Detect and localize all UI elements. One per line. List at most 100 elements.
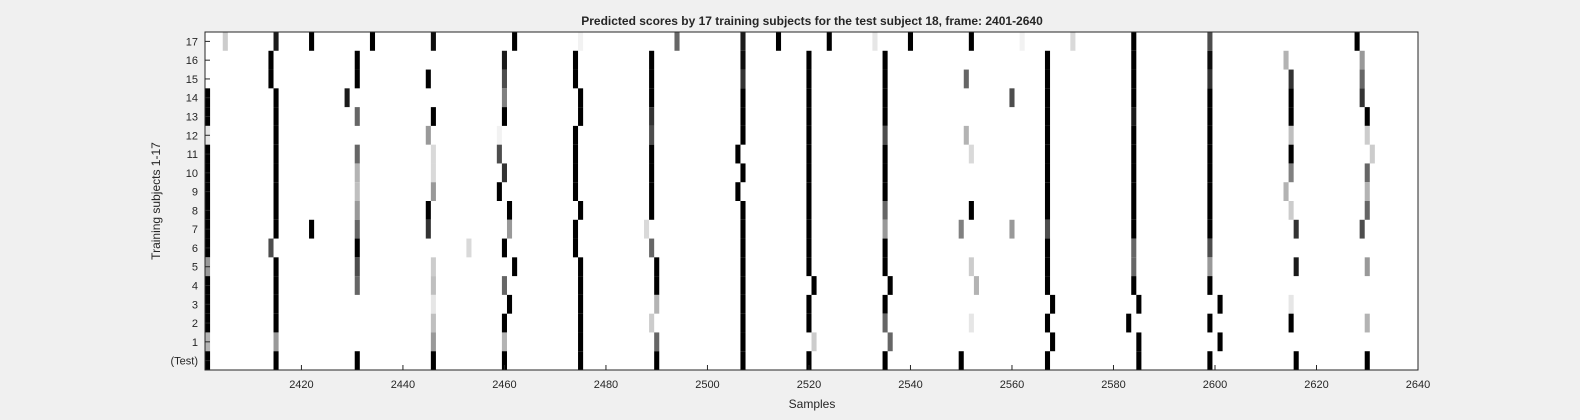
heatmap-cell — [354, 238, 360, 258]
y-tick-label: 14 — [186, 93, 198, 105]
heatmap-cell — [572, 219, 579, 239]
heatmap-cell — [775, 32, 782, 51]
heatmap-cell — [578, 276, 584, 295]
heatmap-cell — [654, 351, 660, 370]
heatmap-cell — [1359, 50, 1365, 70]
heatmap-cell — [572, 163, 579, 183]
heatmap-cell — [1131, 163, 1137, 183]
x-tick-label: 2640 — [1406, 379, 1430, 391]
heatmap-cell — [273, 144, 279, 164]
y-tick-label: 1 — [192, 337, 198, 349]
heatmap-cell — [882, 351, 888, 370]
heatmap-cell — [1207, 238, 1213, 258]
heatmap-cell — [354, 107, 360, 126]
heatmap-marks — [205, 32, 1375, 370]
heatmap-cell — [806, 125, 812, 145]
heatmap-cell — [273, 107, 279, 126]
heatmap-cell — [1044, 163, 1051, 183]
heatmap-cell — [501, 276, 507, 295]
heatmap-cell — [425, 219, 431, 239]
x-tick-label: 2540 — [898, 379, 922, 391]
heatmap-cell — [354, 257, 360, 277]
heatmap-cell — [578, 107, 584, 126]
heatmap-cell — [806, 69, 812, 89]
heatmap-cell — [512, 257, 518, 277]
heatmap-cell — [968, 313, 974, 333]
heatmap-cell — [273, 313, 279, 333]
heatmap-cell — [1044, 107, 1051, 126]
heatmap-cell — [354, 144, 360, 164]
heatmap-cell — [1009, 88, 1015, 108]
heatmap-cell — [1019, 32, 1025, 51]
heatmap-cell — [496, 125, 502, 145]
x-tick-label: 2500 — [695, 379, 719, 391]
heatmap-cell — [1044, 238, 1051, 258]
heatmap-cell — [1131, 107, 1137, 126]
heatmap-cell — [1131, 144, 1137, 164]
heatmap-cell — [273, 332, 279, 352]
heatmap-cell — [1131, 182, 1137, 201]
heatmap-cell — [740, 201, 746, 220]
heatmap-cell — [578, 351, 584, 370]
heatmap-cell — [882, 182, 888, 201]
y-tick-label: 4 — [192, 281, 198, 293]
heatmap-cell — [572, 238, 579, 258]
y-tick-label: 13 — [186, 112, 198, 124]
heatmap-cell — [501, 238, 507, 258]
heatmap-cell — [1364, 201, 1370, 220]
heatmap-cell — [907, 32, 914, 51]
heatmap-cell — [501, 50, 507, 70]
heatmap-cell — [882, 144, 888, 164]
heatmap-cell — [654, 332, 660, 352]
heatmap-cell — [1136, 351, 1142, 370]
heatmap-cell — [1288, 88, 1294, 108]
heatmap-cell — [506, 294, 513, 314]
heatmap-cell — [649, 313, 655, 333]
heatmap-cell — [963, 69, 969, 89]
heatmap-cell — [1050, 294, 1056, 314]
heatmap-cell — [501, 313, 507, 333]
heatmap-cell — [273, 88, 279, 108]
heatmap-cell — [806, 88, 812, 108]
heatmap-cell — [649, 88, 655, 108]
heatmap-cell — [1207, 351, 1213, 370]
heatmap-cell — [740, 125, 746, 145]
heatmap-cell — [958, 351, 964, 370]
heatmap-cell — [649, 50, 655, 70]
y-tick-label: 3 — [192, 299, 198, 311]
heatmap-cell — [735, 144, 741, 164]
heatmap-cell — [963, 125, 969, 145]
heatmap-cell — [578, 332, 584, 352]
x-tick-label: 2520 — [797, 379, 821, 391]
heatmap-cell — [882, 257, 888, 277]
heatmap-cell — [740, 32, 746, 51]
x-tick-label: 2420 — [289, 379, 313, 391]
heatmap-cell — [572, 182, 579, 201]
heatmap-cell — [273, 351, 279, 370]
heatmap-cell — [501, 163, 507, 183]
x-tick-label: 2620 — [1304, 379, 1328, 391]
heatmap-cell — [735, 182, 741, 201]
heatmap-cell — [501, 88, 507, 108]
heatmap-cell — [344, 88, 350, 108]
heatmap-cell — [309, 219, 315, 239]
heatmap-cell — [309, 32, 315, 51]
heatmap-cell — [882, 313, 888, 333]
heatmap-cell — [740, 238, 746, 258]
heatmap-cell — [872, 32, 878, 51]
heatmap-cell — [1207, 50, 1213, 70]
heatmap-cell — [430, 276, 436, 295]
heatmap-cell — [1131, 276, 1137, 295]
heatmap-cell — [1288, 69, 1294, 89]
heatmap-cell — [572, 125, 579, 145]
heatmap-cell — [578, 294, 584, 314]
heatmap-cell — [674, 32, 680, 51]
heatmap-cell — [273, 201, 279, 220]
heatmap-cell — [1207, 257, 1213, 277]
heatmap-cell — [1044, 88, 1051, 108]
heatmap-cell — [268, 69, 274, 89]
heatmap-cell — [273, 219, 279, 239]
heatmap-cell — [1207, 32, 1213, 51]
y-tick-label: 15 — [186, 74, 198, 86]
